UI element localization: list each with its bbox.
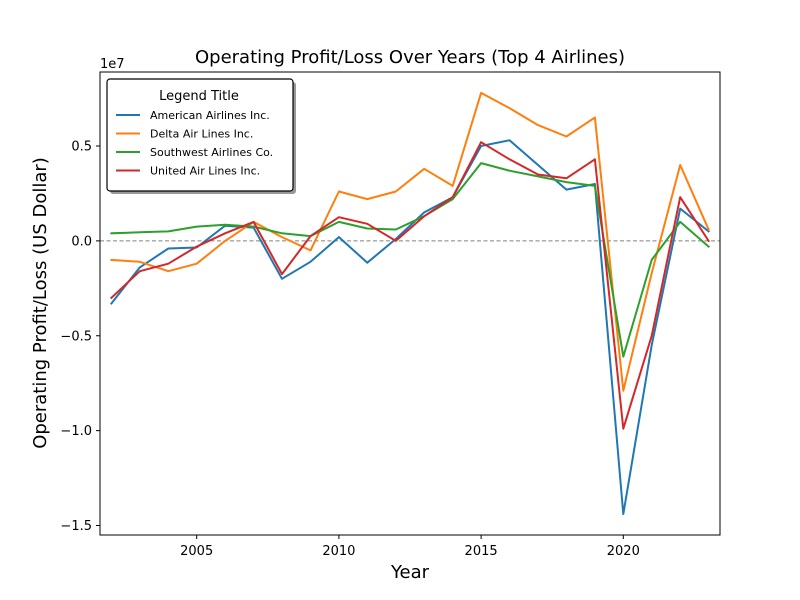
y-axis-label: Operating Profit/Loss (US Dollar) bbox=[30, 157, 51, 449]
series-layer bbox=[109, 91, 711, 516]
legend-box bbox=[106, 78, 294, 192]
y-offset-label: 1e7 bbox=[100, 57, 125, 72]
y-tick-label: 0.0 bbox=[71, 234, 92, 249]
x-tick-label: 2010 bbox=[322, 544, 355, 559]
y-axis: −1.5 −1.0 −0.5 0.0 0.5 bbox=[60, 140, 100, 534]
y-tick-label: −1.0 bbox=[60, 424, 92, 439]
series-line-1 bbox=[110, 91, 710, 392]
series-line-3 bbox=[109, 141, 710, 430]
series-line-2 bbox=[110, 162, 711, 358]
y-tick-label: −0.5 bbox=[60, 329, 92, 344]
legend-label-3: United Air Lines Inc. bbox=[150, 165, 260, 178]
legend-label-2: Southwest Airlines Co. bbox=[150, 146, 273, 159]
y-tick-label: 0.5 bbox=[71, 140, 92, 155]
y-tick-label: −1.5 bbox=[60, 519, 92, 534]
chart-title: Operating Profit/Loss Over Years (Top 4 … bbox=[195, 47, 625, 68]
legend-entries: American Airlines Inc. Delta Air Lines In… bbox=[116, 109, 273, 178]
x-tick-label: 2015 bbox=[465, 544, 498, 559]
x-axis-label: Year bbox=[390, 562, 430, 583]
legend-label-1: Delta Air Lines Inc. bbox=[150, 128, 253, 141]
x-tick-label: 2005 bbox=[180, 544, 213, 559]
legend: Legend Title American Airlines Inc. Delta… bbox=[106, 78, 296, 194]
series-line-0 bbox=[109, 139, 711, 516]
plot-area-frame bbox=[99, 71, 721, 536]
x-tick-label: 2020 bbox=[607, 544, 640, 559]
legend-title: Legend Title bbox=[159, 89, 239, 104]
x-axis: 2005 2010 2015 2020 bbox=[180, 535, 640, 559]
legend-label-0: American Airlines Inc. bbox=[150, 109, 270, 122]
